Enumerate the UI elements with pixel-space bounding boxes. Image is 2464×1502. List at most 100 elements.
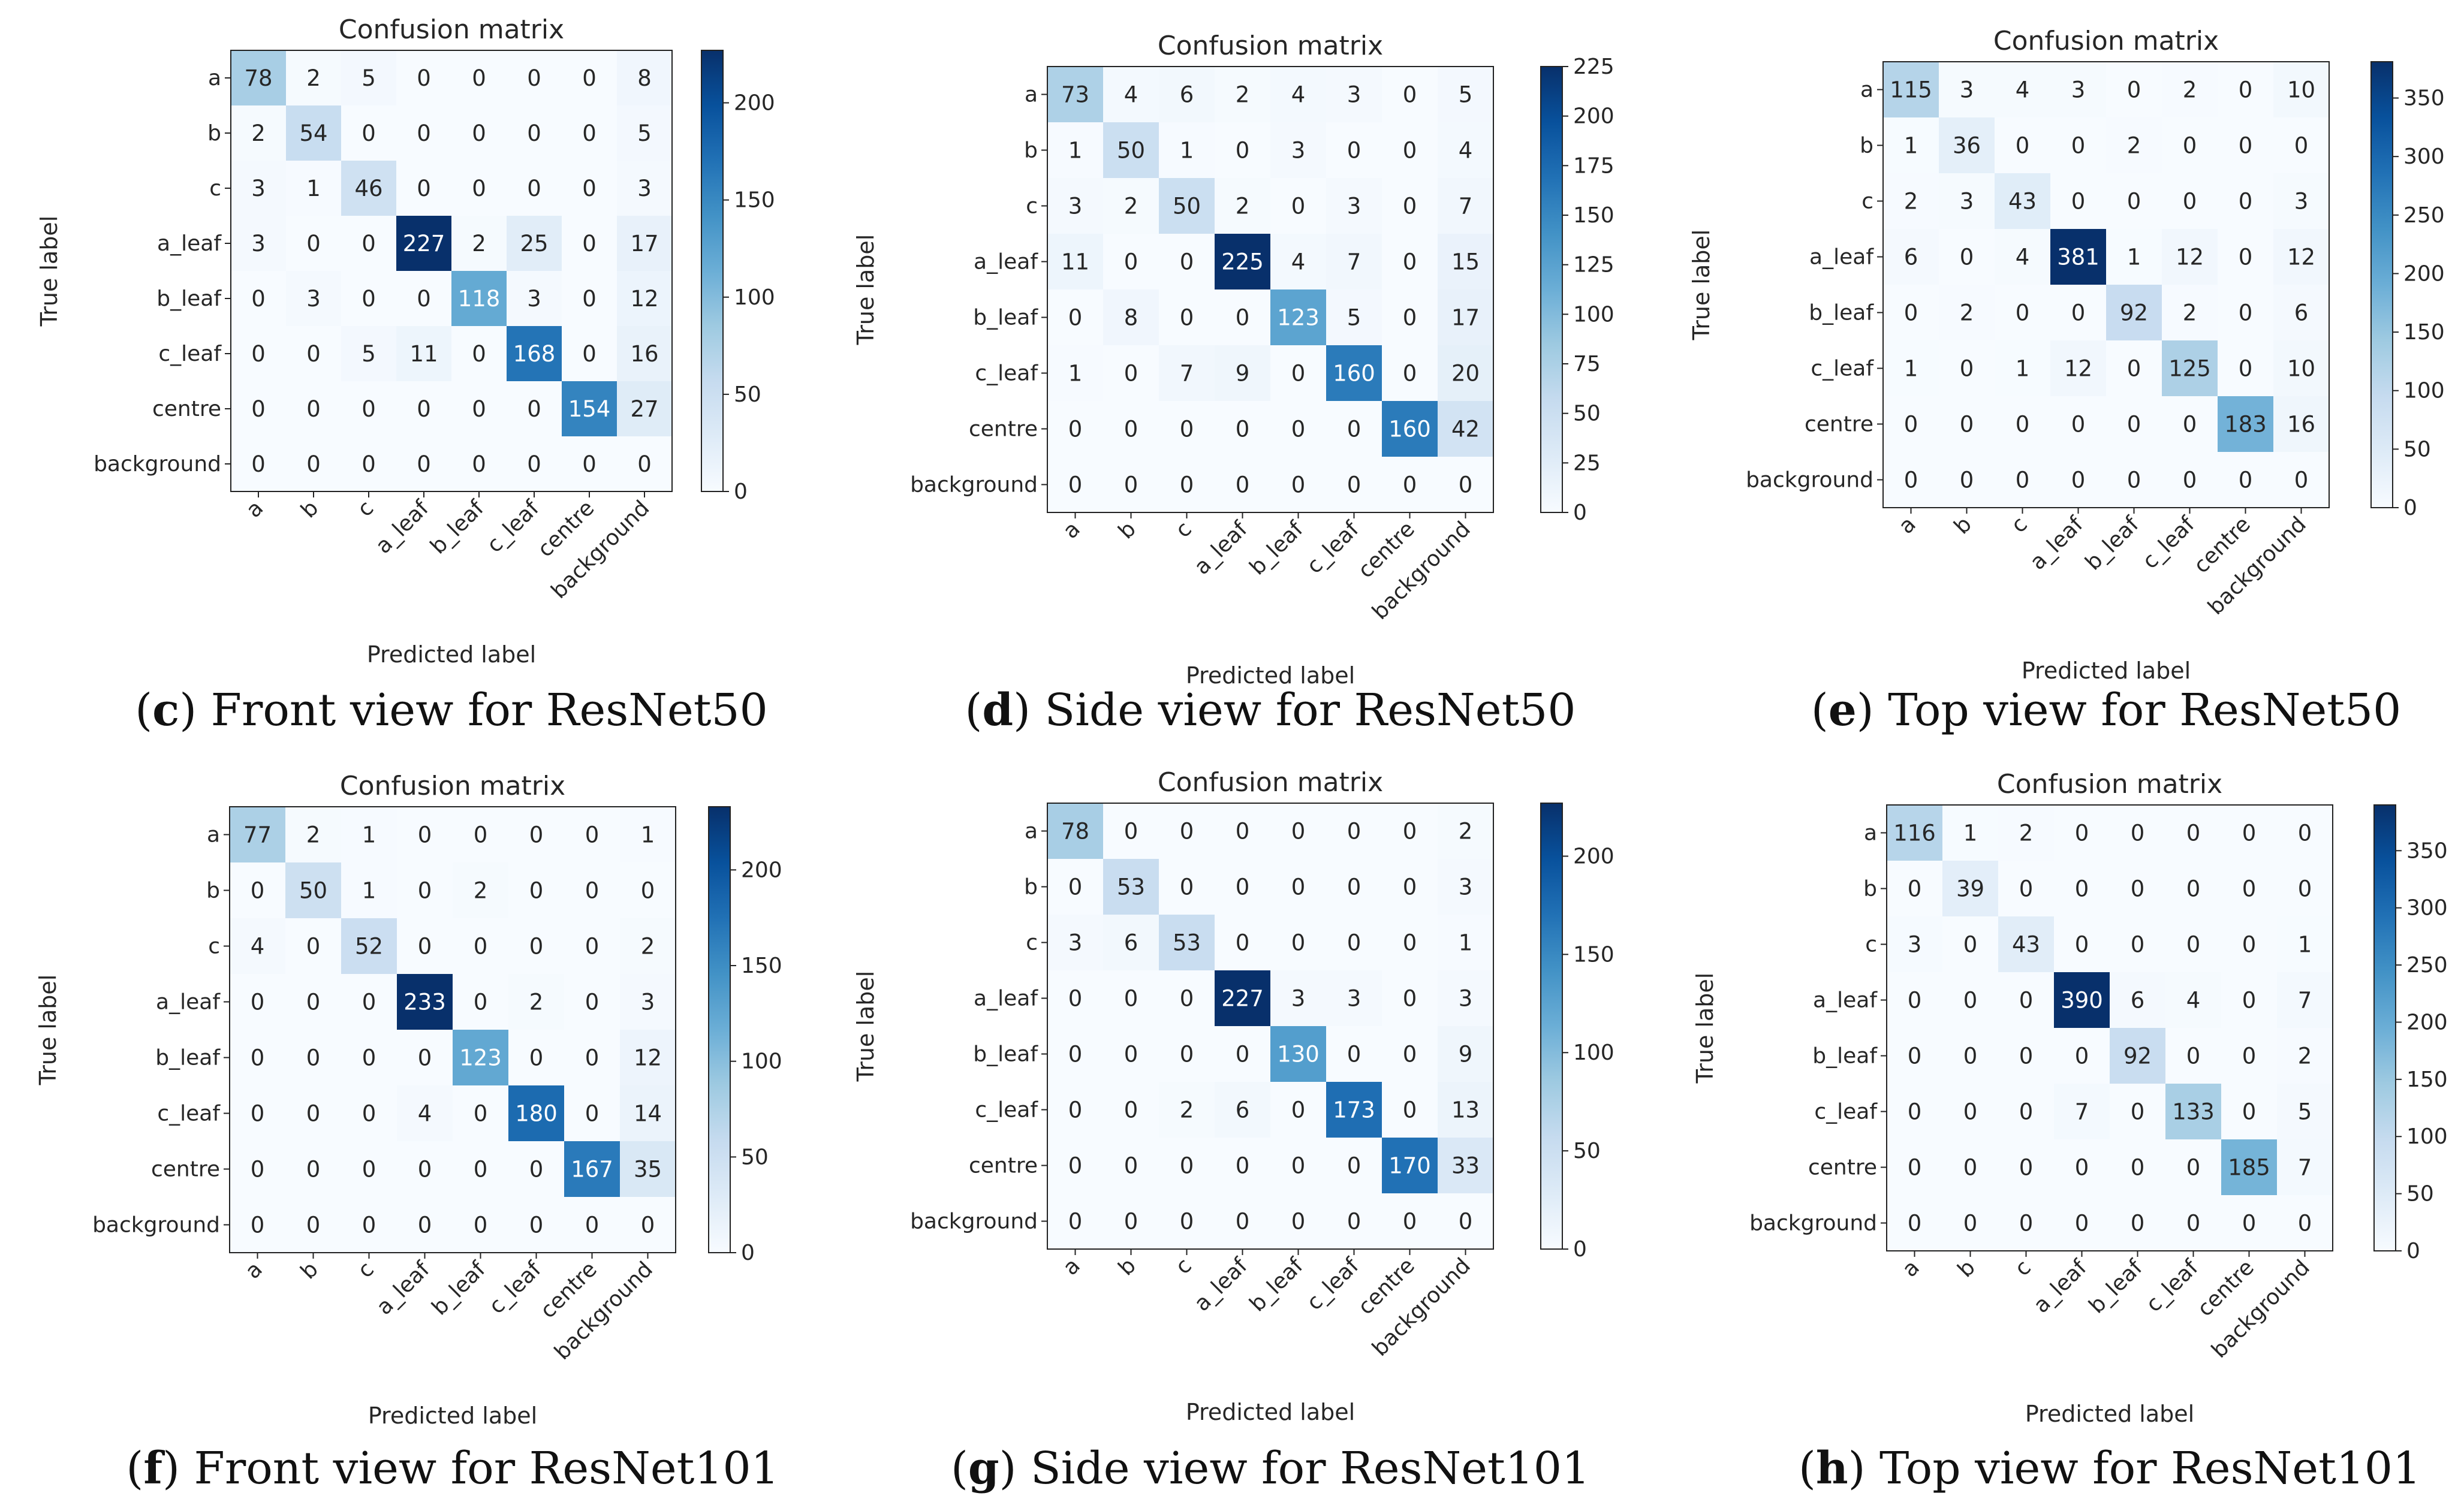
matrix-cell [1215, 803, 1270, 859]
matrix-cell [1159, 457, 1215, 512]
cell-value-label: 0 [362, 990, 376, 1015]
cell-value-label: 3 [1960, 189, 1974, 215]
y-tick-label: background [94, 452, 221, 476]
cell-value-label: 2 [2183, 77, 2197, 103]
matrix-cell [2277, 1084, 2333, 1139]
y-tick-label: b [1024, 875, 1038, 900]
cell-value-label: 0 [251, 1157, 265, 1183]
matrix-cell [617, 50, 672, 105]
colorbar-tick-label: 150 [741, 954, 782, 978]
matrix-cell [396, 161, 451, 216]
cell-value-label: 160 [1388, 417, 1431, 442]
matrix-cell [1326, 345, 1382, 401]
colorbar-tick-label: 0 [741, 1241, 755, 1265]
cell-value-label: 0 [2186, 1043, 2201, 1069]
cell-value-label: 0 [306, 1101, 321, 1127]
matrix-cell [396, 381, 451, 436]
matrix-cell [564, 1141, 620, 1197]
caption-text: Top view for ResNet50 [1888, 684, 2401, 736]
matrix-cell [1047, 1082, 1103, 1138]
cell-value-label: 0 [527, 65, 541, 91]
cell-value-label: 77 [243, 822, 272, 848]
matrix-cell [1103, 803, 1159, 859]
cell-value-label: 3 [1960, 77, 1974, 103]
matrix-cell [1103, 401, 1159, 457]
colorbar-tick-label: 50 [2403, 437, 2431, 462]
cell-value-label: 0 [2239, 77, 2253, 103]
matrix-cell [1326, 970, 1382, 1026]
cell-value-label: 0 [306, 1213, 321, 1238]
cell-value-label: 0 [2183, 189, 2197, 215]
cell-value-label: 0 [418, 1157, 432, 1183]
cell-value-label: 2 [472, 231, 486, 257]
matrix-cell [1326, 915, 1382, 970]
matrix-cell [1883, 62, 1939, 117]
x-tick-label: c_leaf [482, 495, 544, 557]
cell-value-label: 170 [1388, 1153, 1431, 1179]
cell-value-label: 0 [362, 1157, 376, 1183]
matrix-cell [397, 974, 453, 1030]
colorbar-tick-label: 100 [741, 1049, 782, 1074]
matrix-cell [2050, 229, 2106, 285]
cell-value-label: 3 [306, 286, 321, 312]
matrix-cell [230, 974, 285, 1030]
matrix-cell [1047, 970, 1103, 1026]
matrix-cell [1942, 861, 1998, 916]
caption-letter: e [1829, 684, 1857, 736]
matrix-cell [562, 381, 617, 436]
colorbar-tick-label: 25 [1573, 451, 1601, 475]
matrix-cell [1382, 915, 1438, 970]
matrix-cell [285, 918, 341, 974]
cell-value-label: 5 [1347, 305, 1361, 331]
y-tick-label: background [910, 1210, 1038, 1234]
cell-value-label: 8 [637, 65, 652, 91]
y-tick-label: c_leaf [975, 361, 1038, 386]
matrix-cell [451, 105, 507, 161]
matrix-cell [1159, 1082, 1215, 1138]
cell-value-label: 7 [2298, 1155, 2312, 1181]
matrix-cell [2106, 62, 2162, 117]
cell-value-label: 13 [1451, 1097, 1480, 1123]
caption-text: Side view for ResNet50 [1045, 684, 1576, 736]
colorbar-tick-label: 100 [734, 285, 775, 310]
cell-value-label: 0 [585, 1101, 600, 1127]
cell-value-label: 0 [2127, 468, 2141, 493]
cell-value-label: 14 [634, 1101, 662, 1127]
y-axis-label: True label [1692, 973, 1718, 1084]
cell-value-label: 0 [1124, 361, 1138, 387]
panel-caption: (c) Front view for ResNet50 [135, 684, 767, 736]
cell-value-label: 0 [1291, 417, 1306, 442]
cell-value-label: 0 [417, 120, 431, 146]
cell-value-label: 0 [2298, 821, 2312, 846]
colorbar-tick-label: 300 [2403, 144, 2445, 169]
matrix-cell [2218, 173, 2273, 229]
cell-value-label: 12 [630, 286, 658, 312]
cell-value-label: 0 [2239, 356, 2253, 382]
matrix-cell [1270, 457, 1326, 512]
cell-value-label: 0 [2186, 932, 2201, 958]
cell-value-label: 0 [251, 286, 266, 312]
y-tick-label: a_leaf [157, 231, 222, 256]
cell-value-label: 0 [582, 231, 597, 257]
matrix-cell [396, 105, 451, 161]
matrix-cell [2221, 916, 2277, 972]
colorbar-tick-label: 0 [734, 479, 748, 504]
cell-value-label: 2 [2298, 1043, 2312, 1069]
cell-value-label: 0 [1963, 1043, 1978, 1069]
matrix-cell [451, 436, 507, 491]
colorbar [701, 50, 724, 492]
matrix-cell [2273, 285, 2329, 340]
matrix-cell [397, 1197, 453, 1253]
matrix-cell [1998, 1195, 2054, 1251]
panel-caption: (e) Top view for ResNet50 [1811, 684, 2401, 736]
matrix-cell [1103, 915, 1159, 970]
matrix-cell [508, 807, 564, 862]
cell-value-label: 0 [306, 231, 321, 257]
matrix-cell [1326, 457, 1382, 512]
matrix-cell [1270, 67, 1326, 122]
cell-value-label: 0 [306, 1157, 321, 1183]
cell-value-label: 0 [2075, 1043, 2089, 1069]
colorbar-tick-label: 75 [1573, 352, 1601, 376]
cell-value-label: 0 [2127, 189, 2141, 215]
x-tick-label: c_leaf [2141, 1254, 2204, 1317]
